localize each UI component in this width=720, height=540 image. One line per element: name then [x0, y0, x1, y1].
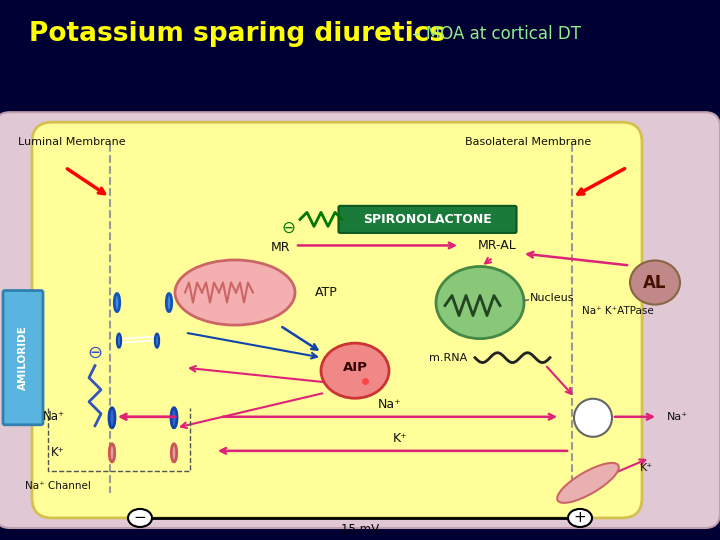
FancyBboxPatch shape — [32, 122, 642, 518]
FancyBboxPatch shape — [338, 206, 516, 233]
Ellipse shape — [109, 444, 114, 462]
Text: Na⁺: Na⁺ — [43, 410, 65, 423]
Bar — [117, 294, 169, 312]
Text: K⁺: K⁺ — [392, 432, 408, 445]
Text: ATP: ATP — [315, 286, 338, 299]
Ellipse shape — [568, 509, 592, 527]
Ellipse shape — [321, 343, 389, 398]
Ellipse shape — [436, 266, 524, 339]
Ellipse shape — [166, 294, 171, 312]
Ellipse shape — [175, 260, 295, 325]
Text: ⊖: ⊖ — [87, 343, 102, 362]
Text: ⊖: ⊖ — [281, 218, 295, 237]
Text: AL: AL — [643, 274, 667, 292]
Ellipse shape — [171, 408, 177, 428]
Text: Na⁺ K⁺ATPase: Na⁺ K⁺ATPase — [582, 306, 654, 315]
Text: Na⁺: Na⁺ — [667, 412, 688, 422]
Ellipse shape — [574, 399, 612, 437]
Text: – MOA at cortical DT: – MOA at cortical DT — [407, 25, 581, 43]
Ellipse shape — [128, 509, 152, 527]
Ellipse shape — [171, 444, 176, 462]
Text: AIP: AIP — [343, 361, 367, 374]
Text: Nucleus: Nucleus — [530, 293, 575, 302]
Ellipse shape — [114, 294, 120, 312]
Bar — [119, 334, 157, 348]
Text: MR-AL: MR-AL — [478, 239, 517, 252]
Ellipse shape — [557, 463, 618, 503]
Text: +: + — [574, 510, 586, 525]
Text: AMILORIDE: AMILORIDE — [18, 325, 28, 390]
Ellipse shape — [630, 260, 680, 305]
Text: −: − — [134, 510, 146, 525]
Text: K⁺: K⁺ — [51, 447, 65, 460]
FancyBboxPatch shape — [0, 112, 720, 528]
Text: Potassium sparing diuretics: Potassium sparing diuretics — [29, 21, 445, 47]
Text: K⁺: K⁺ — [640, 463, 653, 473]
Text: Luminal Membrane: Luminal Membrane — [18, 137, 125, 147]
Text: 15 mV: 15 mV — [341, 523, 379, 536]
Text: MR: MR — [270, 241, 289, 254]
Text: SPIRONOLACTONE: SPIRONOLACTONE — [363, 213, 491, 226]
Ellipse shape — [117, 334, 121, 348]
Bar — [112, 408, 174, 428]
Text: m.RNA: m.RNA — [428, 353, 467, 363]
Ellipse shape — [109, 408, 115, 428]
Bar — [112, 444, 174, 462]
Text: Na⁺ Channel: Na⁺ Channel — [25, 481, 91, 491]
Ellipse shape — [155, 334, 159, 348]
FancyBboxPatch shape — [3, 291, 43, 425]
Text: Na⁺: Na⁺ — [378, 398, 402, 411]
Text: Basolateral Membrane: Basolateral Membrane — [465, 137, 591, 147]
